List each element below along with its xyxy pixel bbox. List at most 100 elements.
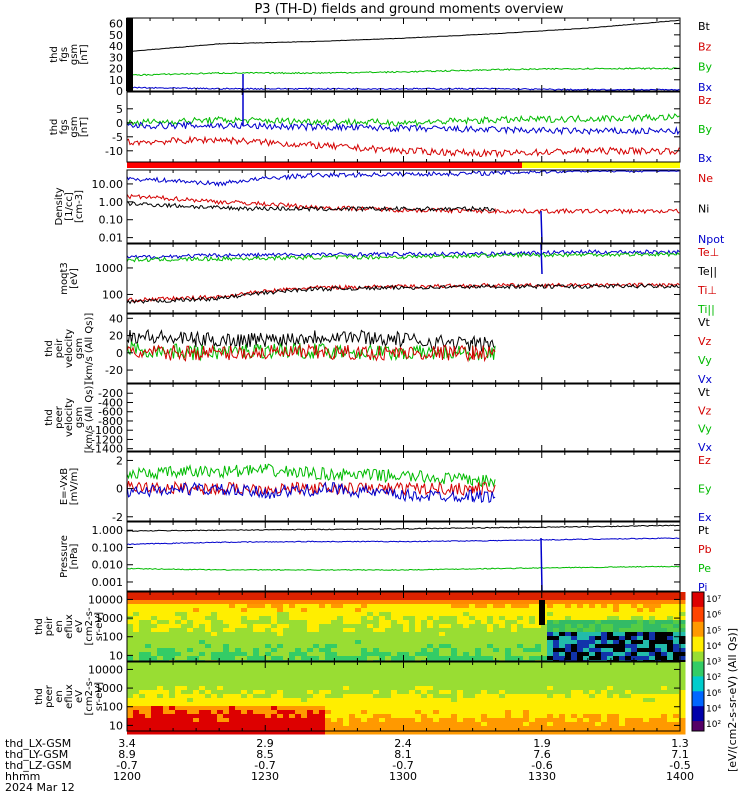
spectrogram-cell <box>367 670 374 675</box>
spectrogram-cell <box>277 722 284 727</box>
spectrogram-cell <box>259 640 266 645</box>
y-tick-label: 2 <box>116 454 123 467</box>
spectrogram-cell <box>583 722 590 727</box>
spectrogram-cell <box>343 644 350 649</box>
spectrogram-cell <box>667 620 674 625</box>
spectrogram-cell <box>481 620 488 625</box>
spectrogram-cell <box>535 714 542 719</box>
spectrogram-cell <box>499 698 506 703</box>
spectrogram-cell <box>439 686 446 691</box>
spectrogram-cell <box>661 652 668 657</box>
spectrogram-cell <box>397 628 404 633</box>
spectrogram-cell <box>325 600 332 605</box>
spectrogram-cell <box>529 722 536 727</box>
spectrogram-cell <box>607 636 614 641</box>
spectrogram-cell <box>343 710 350 715</box>
spectrogram-cell <box>475 636 482 641</box>
spectrogram-cell <box>523 674 530 679</box>
spectrogram-cell <box>493 628 500 633</box>
spectrogram-cell <box>139 604 146 609</box>
legend-entry: Pi <box>698 581 707 594</box>
spectrogram-cell <box>673 670 680 675</box>
spectrogram-cell <box>259 706 266 711</box>
spectrogram-cell <box>529 616 536 621</box>
spectrogram-cell <box>649 730 656 735</box>
spectrogram-cell <box>337 640 344 645</box>
spectrogram-cell <box>169 678 176 683</box>
spectrogram-cell <box>661 644 668 649</box>
spectrogram-cell <box>139 694 146 699</box>
spectrogram-cell <box>313 592 320 597</box>
spectrogram-cell <box>265 718 272 723</box>
spectrogram-cell <box>439 726 446 731</box>
spectrogram-cell <box>373 616 380 621</box>
spectrogram-cell <box>211 632 218 637</box>
series-line <box>126 341 496 362</box>
spectrogram-cell <box>217 620 224 625</box>
spectrogram-cell <box>181 670 188 675</box>
spectrogram-cell <box>259 690 266 695</box>
spectrogram-cell <box>247 698 254 703</box>
series-fgs-components-Bz <box>126 135 680 158</box>
spectrogram-cell <box>679 722 686 727</box>
spectrogram-cell <box>667 592 674 597</box>
spectrogram-cell <box>667 726 674 731</box>
spectrogram-cell <box>133 612 140 617</box>
spectrogram-cell <box>571 678 578 683</box>
spectrogram-cell <box>505 612 512 617</box>
series-pressure-Pt <box>126 524 680 532</box>
spectrogram-cell <box>493 730 500 735</box>
spectrogram-cell <box>181 640 188 645</box>
spectrogram-cell <box>247 662 254 667</box>
spectrogram-cell <box>385 604 392 609</box>
spectrogram-cell <box>373 702 380 707</box>
spectrogram-cell <box>343 628 350 633</box>
spectrogram-cell <box>397 648 404 653</box>
spectrogram-cell <box>199 710 206 715</box>
spectrogram-cell <box>343 604 350 609</box>
spectrogram-cell <box>199 648 206 653</box>
spectrogram-cell <box>409 662 416 667</box>
spectrogram-cell <box>283 690 290 695</box>
spectrogram-cell <box>661 698 668 703</box>
spectrogram-cell <box>163 644 170 649</box>
spectrogram-cell <box>571 674 578 679</box>
spectrogram-cell <box>421 612 428 617</box>
spectrogram-cell <box>421 686 428 691</box>
spectrogram-cell <box>571 652 578 657</box>
y-axis-label: eV <box>74 690 85 703</box>
spectrogram-cell <box>295 702 302 707</box>
spectrogram-cell <box>673 710 680 715</box>
spectrogram-cell <box>667 604 674 609</box>
spectrogram-cell <box>559 698 566 703</box>
spectrogram-cell <box>307 706 314 711</box>
spectrogram-cell <box>529 726 536 731</box>
spectrogram-cell <box>433 710 440 715</box>
spectrogram-cell <box>163 640 170 645</box>
spectrogram-cell <box>265 644 272 649</box>
spectrogram-cell <box>535 662 542 667</box>
series-fgs-components-Bx <box>126 120 680 136</box>
spectrogram-cell <box>457 628 464 633</box>
spectrogram-cell <box>205 608 212 613</box>
spectrogram-cell <box>175 648 182 653</box>
spectrogram-cell <box>223 670 230 675</box>
spectrogram-cell <box>127 666 134 671</box>
spectrogram-cell <box>655 608 662 613</box>
spectrogram-cell <box>433 674 440 679</box>
spectrogram-cell <box>613 648 620 653</box>
spectrogram-cell <box>595 726 602 731</box>
spectrogram-cell <box>589 628 596 633</box>
spectrogram-cell <box>505 694 512 699</box>
spectrogram-cell <box>505 670 512 675</box>
spectrogram-cell <box>535 640 542 645</box>
spectrogram-cell <box>235 714 242 719</box>
spectrogram-cell <box>247 682 254 687</box>
spectrogram-cell <box>511 620 518 625</box>
spectrogram-cell <box>559 702 566 707</box>
spectrogram-cell <box>175 604 182 609</box>
spectrogram-cell <box>511 662 518 667</box>
spectrogram-cell <box>355 694 362 699</box>
spectrogram-cell <box>601 592 608 597</box>
